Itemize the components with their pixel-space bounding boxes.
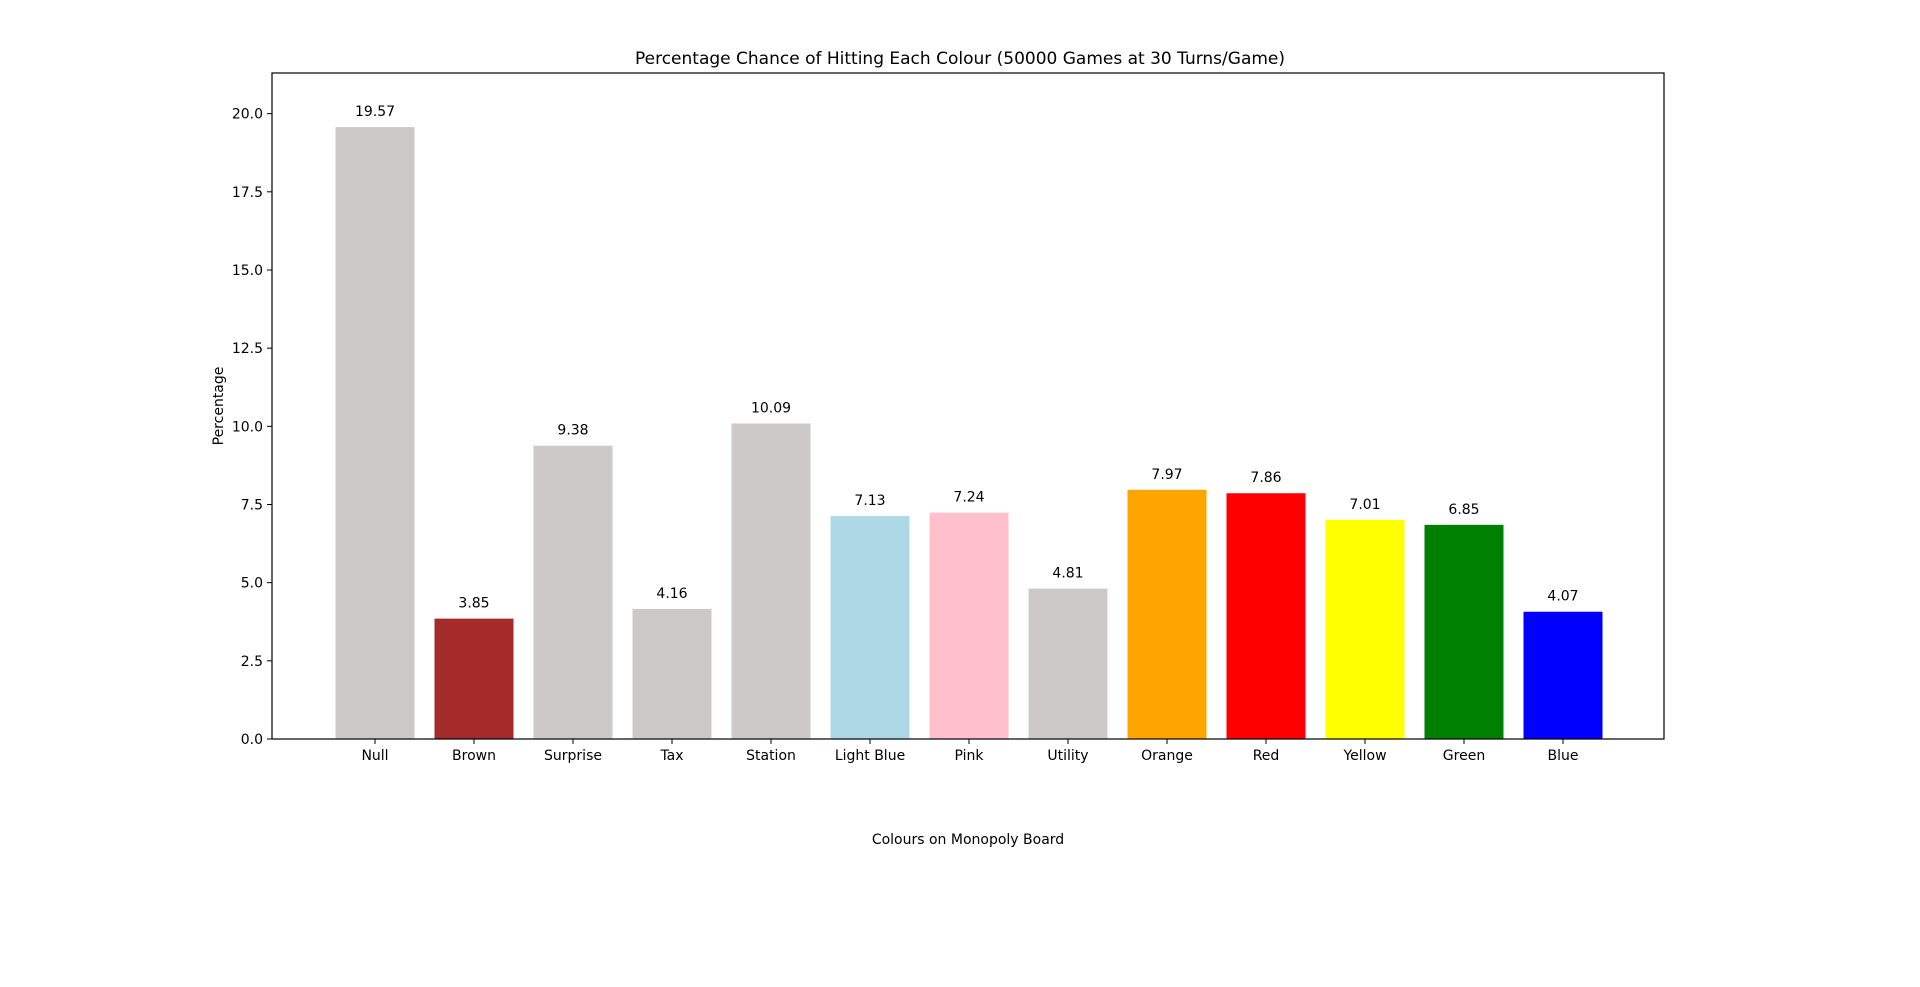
bar-brown (434, 618, 514, 739)
bar-surprise (533, 445, 613, 739)
bar-tax (632, 608, 712, 739)
x-tick-label: Orange (1141, 748, 1193, 764)
x-tick-label: Light Blue (835, 748, 905, 764)
y-tick-label: 7.5 (241, 497, 263, 513)
bar-green (1424, 524, 1504, 739)
data-label: 7.97 (1151, 467, 1182, 483)
data-label: 10.09 (751, 401, 791, 417)
bar-light-blue (830, 516, 910, 739)
bar-red (1226, 493, 1306, 739)
bar-station (731, 423, 811, 739)
y-tick-label: 12.5 (232, 341, 263, 357)
data-label: 6.85 (1448, 502, 1479, 518)
data-label: 4.07 (1547, 589, 1578, 605)
data-labels-layer: 19.57 3.85 9.38 4.16 10.09 7.13 7.24 4.81 7.97 7.… (355, 104, 1579, 612)
y-tick-label: 0.0 (241, 732, 263, 748)
data-label: 4.16 (656, 586, 687, 602)
bar-blue (1523, 611, 1603, 739)
bar-orange (1127, 489, 1207, 739)
x-tick-label: Yellow (1342, 748, 1386, 764)
plot-frame (271, 72, 1665, 740)
y-axis-label: Percentage (211, 367, 227, 446)
data-label: 7.86 (1250, 470, 1281, 486)
x-tick-label: Pink (954, 748, 984, 764)
y-tick-label: 2.5 (241, 654, 263, 670)
x-tick-label: Null (361, 748, 388, 764)
bar-null (335, 127, 415, 739)
bar-utility (1028, 588, 1108, 739)
data-label: 7.13 (854, 493, 885, 509)
chart-title: Percentage Chance of Hitting Each Colour… (635, 49, 1285, 69)
data-label: 7.24 (953, 490, 984, 506)
y-axis: 0.0 2.5 5.0 7.5 10.0 12.5 15.0 17.5 20.0 (232, 107, 272, 748)
y-tick-label: 17.5 (232, 185, 263, 201)
y-tick-label: 5.0 (241, 576, 263, 592)
x-tick-label: Green (1443, 748, 1485, 764)
data-label: 3.85 (458, 596, 489, 612)
x-axis-label: Colours on Monopoly Board (872, 832, 1064, 848)
x-axis: Null Brown Surprise Tax Station Light Blue Pin… (361, 739, 1578, 764)
y-tick-label: 20.0 (232, 107, 263, 123)
data-label: 4.81 (1052, 566, 1083, 582)
x-tick-label: Utility (1047, 748, 1088, 764)
y-tick-label: 10.0 (232, 419, 263, 435)
bar-yellow (1325, 519, 1405, 739)
bars-layer (335, 127, 1603, 739)
x-tick-label: Red (1253, 748, 1280, 764)
data-label: 7.01 (1349, 497, 1380, 513)
data-label: 19.57 (355, 104, 395, 120)
x-tick-label: Station (746, 748, 796, 764)
x-tick-label: Tax (659, 748, 683, 764)
data-label: 9.38 (557, 423, 588, 439)
bar-pink (929, 512, 1009, 739)
y-tick-label: 15.0 (232, 263, 263, 279)
x-tick-label: Surprise (544, 748, 602, 764)
x-tick-label: Brown (452, 748, 496, 764)
x-tick-label: Blue (1548, 748, 1579, 764)
